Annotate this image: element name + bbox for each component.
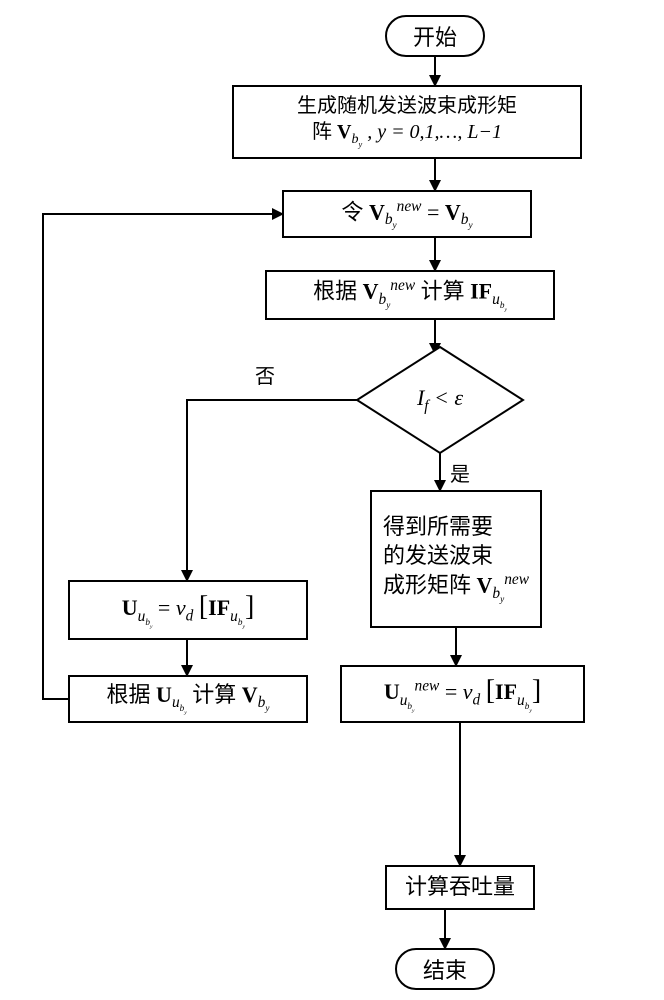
sub: y: [150, 624, 152, 630]
u-eq-vd-node: Uuby = vd [IFuby]: [68, 580, 308, 640]
sub: y: [393, 220, 397, 230]
sub: y: [184, 710, 186, 716]
arrow: [434, 57, 436, 77]
prefix: 根据: [107, 682, 151, 707]
U-sym: U: [122, 595, 138, 620]
mid: 计算: [421, 278, 465, 303]
sub: y: [242, 624, 244, 630]
V-sym: V: [242, 682, 258, 707]
decision-node: If < ε: [355, 345, 525, 455]
prefix: 根据: [313, 278, 357, 303]
sub: y: [412, 708, 414, 714]
arrow: [42, 213, 274, 215]
condition-text: If < ε: [417, 385, 463, 415]
sup: new: [504, 571, 529, 588]
V-sym: V: [369, 199, 385, 224]
IF: IF: [495, 679, 517, 704]
yes-label: 是: [450, 458, 470, 487]
arrow: [42, 213, 44, 700]
U-sym: U: [384, 679, 400, 704]
start-node: 开始: [385, 15, 485, 57]
sup: new: [415, 678, 440, 695]
mid: 计算: [192, 682, 236, 707]
assign-node: 令 Vbynew = Vby: [282, 190, 532, 238]
U-sym: U: [156, 682, 172, 707]
line3-prefix: 成形矩阵: [383, 573, 471, 598]
compute-if-node: 根据 Vbynew 计算 IFuby: [265, 270, 555, 320]
V-sym: V: [477, 573, 493, 598]
y-range: , y = 0,1,…, L−1: [367, 121, 502, 143]
sup-new: new: [397, 198, 422, 215]
IF-sym: IF: [470, 278, 492, 303]
end-node: 结束: [395, 948, 495, 990]
arrow: [434, 320, 436, 345]
u-new-node: Uubynew = vd [IFuby]: [340, 665, 585, 723]
IF: IF: [208, 595, 230, 620]
arrow: [444, 910, 446, 940]
vd: v: [176, 595, 186, 620]
vd: v: [463, 679, 473, 704]
sub: u: [517, 692, 525, 709]
throughput-label: 计算吞吐量: [405, 873, 515, 902]
start-label: 开始: [413, 20, 457, 52]
arrow: [186, 640, 188, 667]
arrow: [439, 453, 441, 482]
sub: u: [492, 291, 500, 308]
sub: y: [500, 594, 504, 604]
arrow: [434, 238, 436, 262]
sub-y: y: [358, 140, 362, 149]
arrow: [186, 399, 188, 572]
sub: y: [468, 220, 472, 230]
sub: y: [265, 703, 269, 713]
assign-prefix: 令: [341, 199, 369, 224]
d: d: [473, 692, 481, 709]
sub: y: [386, 300, 390, 310]
d: d: [186, 608, 194, 625]
sub: b: [492, 585, 500, 602]
sub: u: [172, 694, 180, 711]
sub: y: [504, 307, 506, 313]
arrow: [459, 723, 461, 857]
arrow: [455, 628, 457, 657]
line1: 得到所需要: [383, 514, 493, 539]
arrow: [186, 399, 358, 401]
end-label: 结束: [423, 953, 467, 985]
sub: u: [230, 608, 238, 625]
no-label: 否: [255, 360, 275, 389]
sup: new: [390, 277, 415, 294]
V-sym2: V: [445, 199, 461, 224]
gen-line2-prefix: 阵: [312, 121, 337, 143]
V-symbol: V: [337, 121, 351, 143]
arrow: [42, 698, 70, 700]
V-sym: V: [363, 278, 379, 303]
sub: b: [385, 211, 393, 228]
throughput-node: 计算吞吐量: [385, 865, 535, 910]
compute-v-node: 根据 Uuby 计算 Vby: [68, 675, 308, 723]
gen-line1: 生成随机发送波束成形矩: [297, 95, 517, 117]
sub: y: [529, 708, 531, 714]
line2: 的发送波束: [383, 543, 493, 568]
got-matrix-node: 得到所需要 的发送波束 成形矩阵 Vbynew: [370, 490, 542, 628]
generate-matrix-node: 生成随机发送波束成形矩 阵 Vby , y = 0,1,…, L−1: [232, 85, 582, 159]
arrow-head: [272, 208, 284, 220]
